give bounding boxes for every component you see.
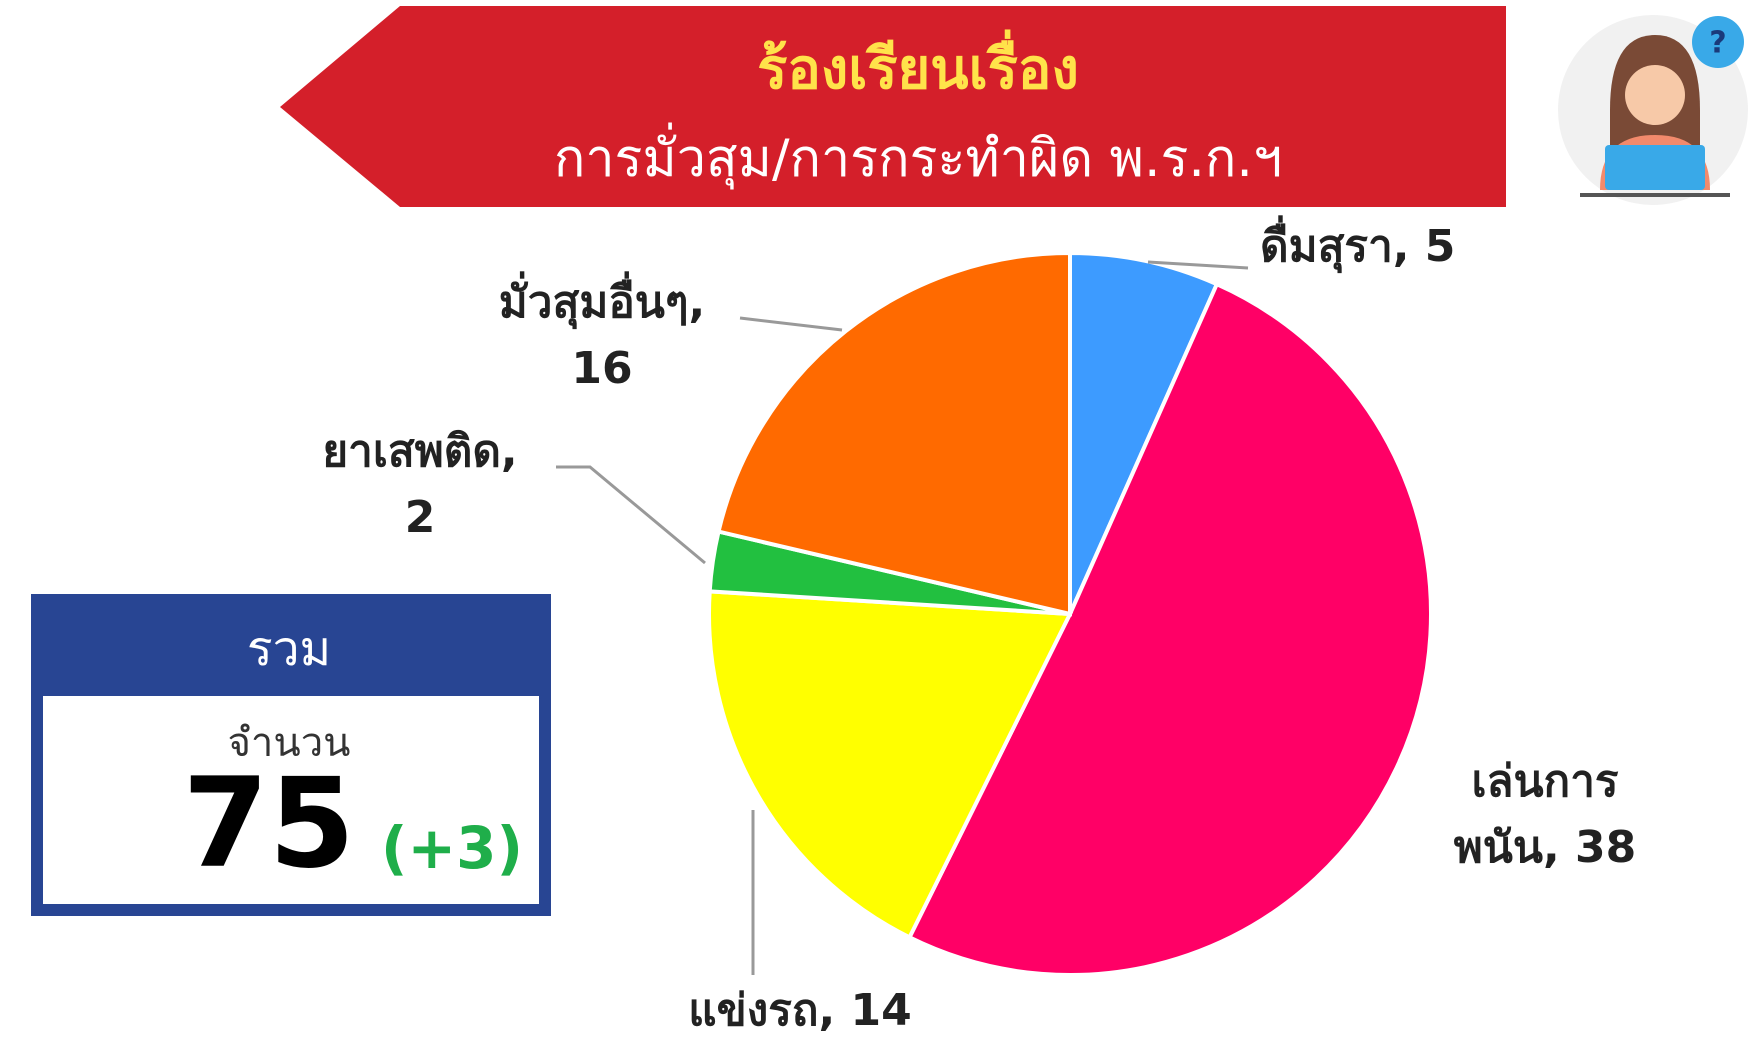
support-icon: ? [1558, 15, 1748, 205]
data-label: ยาเสพติด,2 [322, 426, 517, 543]
data-label: เล่นการพนัน, 38 [1454, 756, 1636, 873]
data-label: แข่งรถ, 14 [688, 985, 911, 1036]
pie [709, 253, 1431, 975]
summary-change: (+3) [381, 814, 523, 882]
summary-title: รวม [247, 621, 331, 677]
summary-total: 75 [182, 752, 355, 896]
data-label: ดื่มสุรา, 5 [1260, 215, 1455, 274]
title-line1: ร้องเรียนเรื่อง [757, 29, 1079, 102]
page: ร้องเรียนเรื่อง การมั่วสุม/การกระทำผิด พ… [0, 0, 1756, 1048]
data-label: มั่วสุมอื่นๆ,16 [499, 271, 705, 394]
title-line2: การมั่วสุม/การกระทำผิด พ.ร.ก.ฯ [554, 122, 1282, 190]
summary-box: รวม จำนวน 75 (+3) [31, 594, 551, 916]
svg-text:?: ? [1709, 26, 1726, 61]
